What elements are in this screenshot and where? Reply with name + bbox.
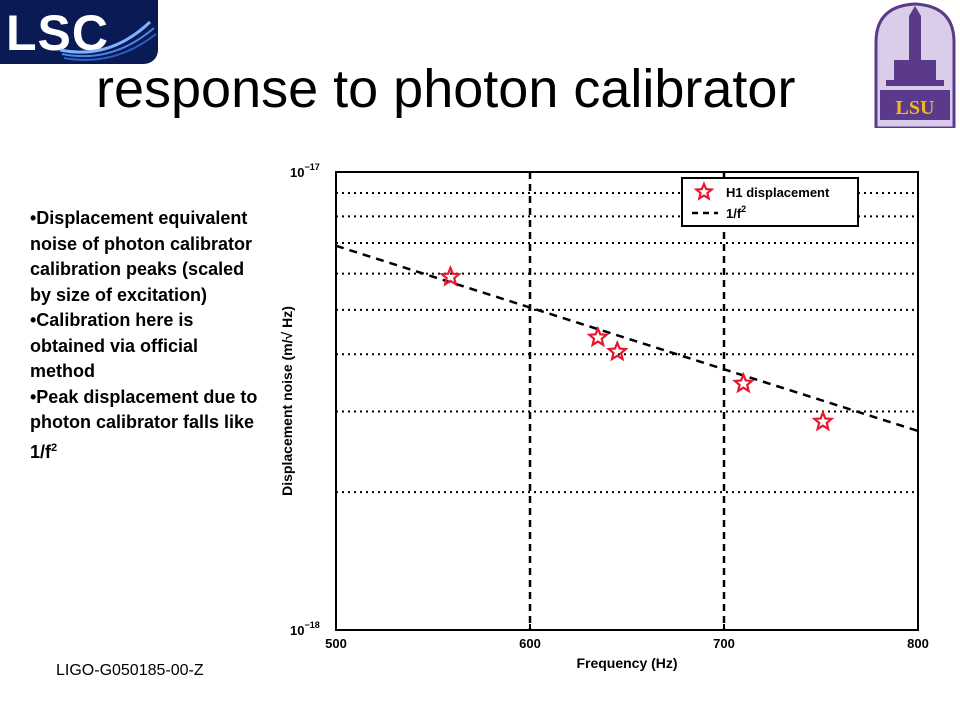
- x-tick-label: 500: [325, 636, 347, 651]
- lsc-logo: LSC: [0, 0, 158, 64]
- data-point-h1: [732, 371, 755, 394]
- bullet-list: •Displacement equivalent noise of photon…: [30, 206, 268, 465]
- lsu-logo: LSU: [874, 2, 956, 128]
- y-tick-label: 10−18: [290, 620, 320, 638]
- bullet-item-3: •Peak displacement due to photon calibra…: [30, 386, 258, 462]
- y-axis-label: Displacement noise (m/√ Hz): [279, 306, 295, 496]
- lsc-logo-swoosh: [59, 20, 157, 61]
- bullet-item-2: •Calibration here is obtained via offici…: [30, 310, 199, 381]
- x-tick-label: 800: [907, 636, 929, 651]
- data-point-h1: [605, 339, 629, 362]
- data-point-h1: [439, 265, 462, 287]
- legend-marker-h1: [693, 181, 715, 201]
- displacement-noise-chart: 500 600 700 800 10−17 10−18 H1 displacement 1/…: [279, 162, 929, 671]
- legend-label-1-over-f2: 1/f2: [726, 204, 746, 221]
- y-tick-label: 10−17: [290, 162, 320, 180]
- x-tick-label: 600: [519, 636, 541, 651]
- chart-grid: [336, 172, 918, 630]
- legend-box: [681, 177, 859, 227]
- plot-frame: [335, 171, 919, 631]
- series-1-over-f2-line: [335, 244, 919, 433]
- data-point-h1: [586, 325, 610, 348]
- bullet-item-1: •Displacement equivalent noise of photon…: [30, 208, 253, 305]
- slide-title: response to photon calibrator: [96, 59, 796, 119]
- x-axis-label: Frequency (Hz): [576, 655, 677, 671]
- document-id: LIGO-G050185-00-Z: [56, 662, 204, 679]
- data-point-h1: [811, 409, 835, 432]
- x-tick-label: 700: [713, 636, 735, 651]
- legend-label-h1: H1 displacement: [726, 185, 830, 200]
- chart-legend: H1 displacement 1/f2: [681, 177, 859, 227]
- lsu-logo-text: LSU: [896, 97, 935, 119]
